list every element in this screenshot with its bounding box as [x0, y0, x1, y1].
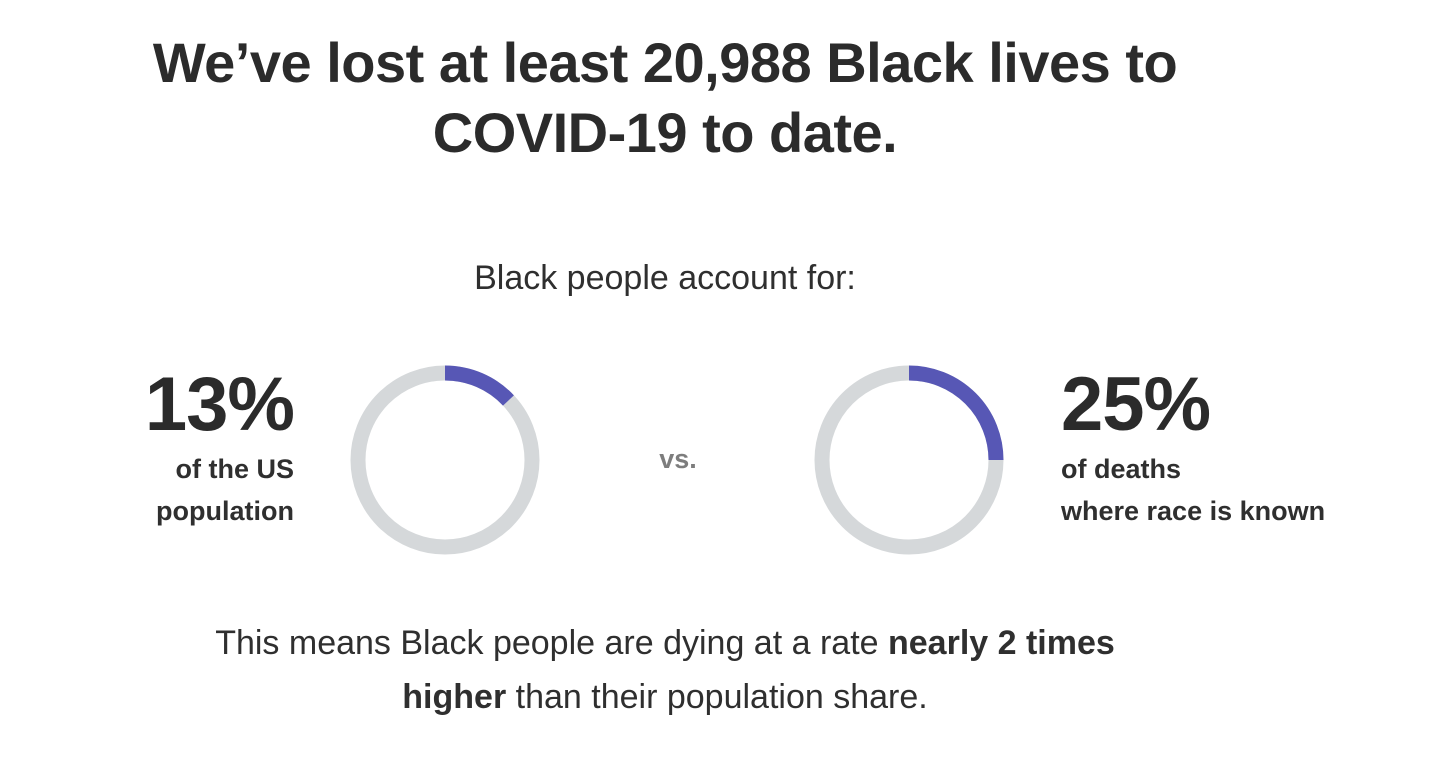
headline-line-1: We’ve lost at least 20,988 Black lives t… [152, 31, 1178, 94]
deaths-label: of deaths where race is known [1061, 448, 1325, 532]
deaths-label-line-1: of deaths [1061, 454, 1182, 484]
summary-pre: This means Black people are dying at a r… [215, 624, 888, 662]
subhead: Black people account for: [474, 259, 856, 297]
summary-bold-1: nearly 2 times [888, 624, 1115, 662]
summary-text: This means Black people are dying at a r… [0, 616, 1330, 724]
deaths-percent: 25% [1061, 362, 1211, 447]
population-label-line-2: population [156, 496, 294, 526]
vs-label: vs. [659, 444, 697, 474]
headline: We’ve lost at least 20,988 Black lives t… [0, 28, 1330, 168]
population-stat: 13% of the US population [144, 362, 295, 532]
population-percent: 13% [144, 362, 295, 447]
deaths-donut-chart [814, 365, 1004, 555]
population-label: of the US population [145, 448, 294, 532]
deaths-donut-slice [814, 365, 1004, 555]
summary-bold-2: higher [402, 678, 507, 716]
population-donut-slice [350, 365, 540, 555]
headline-line-2: COVID-19 to date. [432, 101, 898, 164]
population-donut-chart [350, 365, 540, 555]
deaths-label-line-2: where race is known [1061, 496, 1326, 526]
summary-post: than their population share. [506, 678, 928, 716]
population-label-line-1: of the US [175, 454, 295, 484]
deaths-stat: 25% of deaths where race is known [1061, 362, 1325, 532]
